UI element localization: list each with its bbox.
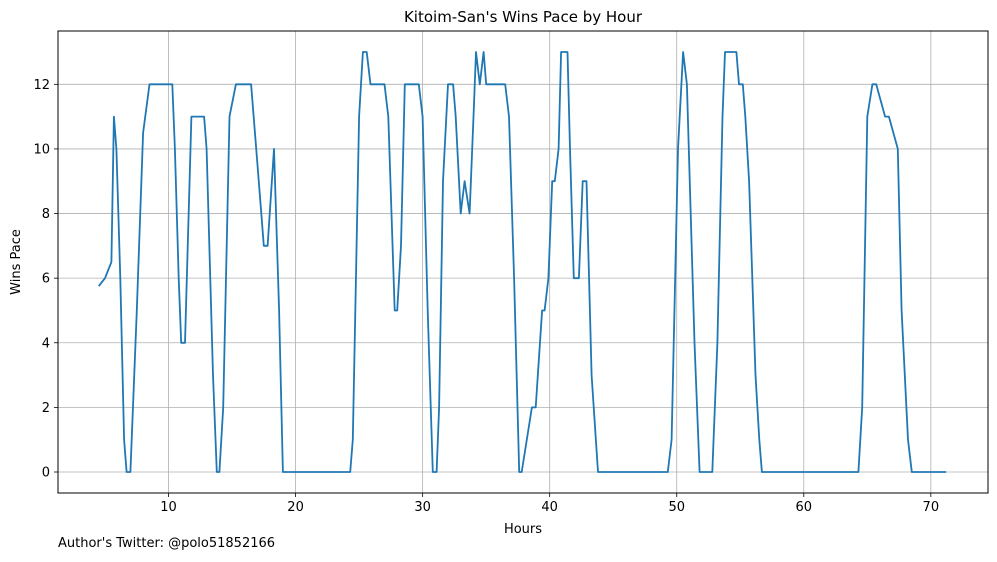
y-tick-label: 2 (42, 401, 50, 416)
x-tick-label: 10 (160, 500, 177, 515)
y-tick-label: 0 (42, 466, 50, 481)
plot-frame (57, 30, 989, 494)
y-tick-label: 12 (33, 78, 50, 93)
x-tick-label: 60 (796, 500, 813, 515)
y-tick-label: 4 (42, 336, 50, 351)
y-tick-label: 8 (42, 207, 50, 222)
x-axis-label: Hours (504, 522, 542, 537)
x-tick-label: 20 (287, 500, 304, 515)
x-tick-label: 70 (923, 500, 940, 515)
y-axis-label: Wins Pace (9, 229, 24, 295)
grid (58, 31, 988, 493)
x-tick-label: 40 (541, 500, 558, 515)
x-tick-label: 30 (414, 500, 431, 515)
plot-area (97, 51, 947, 473)
author-credit: Author's Twitter: @polo51852166 (58, 536, 276, 551)
axis-ticks: 10 20 30 40 50 60 70 0 2 4 6 8 10 12 (33, 78, 939, 515)
x-tick-label: 50 (668, 500, 685, 515)
y-tick-label: 6 (42, 272, 50, 287)
series-line (97, 51, 947, 473)
chart-title: Kitoim-San's Wins Pace by Hour (404, 8, 643, 26)
y-tick-label: 10 (33, 142, 50, 157)
